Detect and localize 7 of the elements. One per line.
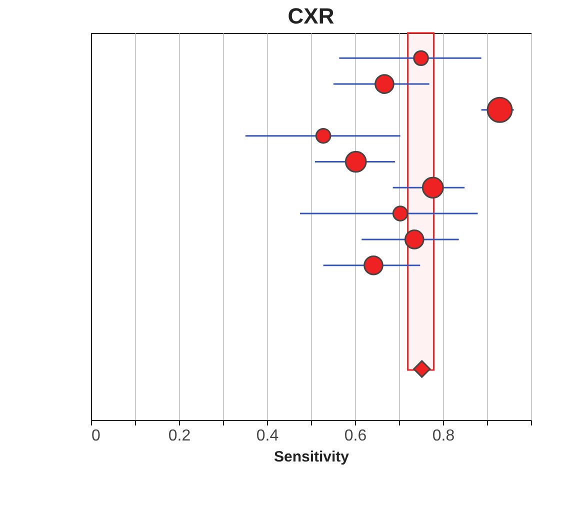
- x-tick-label: 0.6: [344, 428, 367, 444]
- x-tick-label: 0.8: [432, 428, 455, 444]
- x-tick-label: 0.4: [256, 428, 279, 444]
- x-axis-title: Sensitivity: [274, 448, 350, 466]
- x-tick-label: 0.2: [168, 428, 191, 444]
- chart-title: CXR: [288, 3, 334, 28]
- x-tick-label: 0: [92, 428, 100, 444]
